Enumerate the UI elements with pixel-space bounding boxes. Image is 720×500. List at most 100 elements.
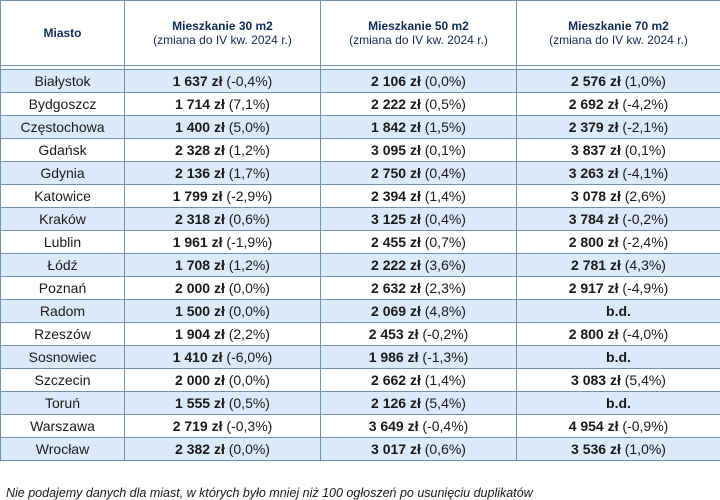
- price-cell-m70: 2 379 zł (-2,1%): [516, 115, 720, 139]
- price-change: (0,5%): [228, 395, 270, 411]
- price-change: (0,6%): [228, 211, 270, 227]
- price-change: (-4,1%): [622, 165, 669, 181]
- price-cell-m70: 3 536 zł (1,0%): [516, 437, 720, 461]
- price-amount: 4 954 zł: [568, 418, 619, 434]
- city-cell: Wrocław: [0, 437, 125, 461]
- price-amount: 1 714 zł: [175, 96, 225, 112]
- header-city: Miasto: [0, 0, 125, 66]
- price-amount: 2 222 zł: [371, 96, 421, 112]
- table-header: Miasto Mieszkanie 30 m2 (zmiana do IV kw…: [0, 0, 720, 66]
- price-change: (0,5%): [424, 96, 466, 112]
- price-cell-m70: 3 784 zł (-0,2%): [516, 207, 720, 231]
- price-change: (1,5%): [424, 119, 466, 135]
- price-cell-m30: 1 400 zł (5,0%): [124, 115, 321, 139]
- price-cell-m70: b.d.: [516, 391, 720, 415]
- price-change: (1,0%): [624, 73, 666, 89]
- price-cell-m50: 1 986 zł (-1,3%): [320, 345, 517, 369]
- price-change: (4,8%): [424, 303, 466, 319]
- price-cell-m50: 2 632 zł (2,3%): [320, 276, 517, 300]
- header-70m2-subtitle: (zmiana do IV kw. 2024 r.): [549, 32, 688, 47]
- price-amount: 3 784 zł: [568, 211, 619, 227]
- price-cell-m50: 3 095 zł (0,1%): [320, 138, 517, 162]
- price-change: (5,4%): [424, 395, 466, 411]
- price-change: (-0,4%): [226, 73, 273, 89]
- price-amount: 2 069 zł: [371, 303, 421, 319]
- price-change: (7,1%): [228, 96, 270, 112]
- price-cell-m30: 1 637 zł (-0,4%): [124, 69, 321, 93]
- price-cell-m70: 3 078 zł (2,6%): [516, 184, 720, 208]
- price-amount: 3 263 zł: [568, 165, 619, 181]
- table-row: Rzeszów 1 904 zł (2,2%) 2 453 zł (-0,2%) 2 …: [0, 322, 720, 346]
- price-change: (1,7%): [228, 165, 270, 181]
- table-row: Sosnowiec 1 410 zł (-6,0%) 1 986 zł (-1,3%…: [0, 345, 720, 369]
- price-change: (1,4%): [424, 188, 466, 204]
- city-cell: Radom: [0, 299, 125, 323]
- price-cell-m30: 2 719 zł (-0,3%): [124, 414, 321, 438]
- table-row: Katowice 1 799 zł (-2,9%) 2 394 zł (1,4%) 3…: [0, 184, 720, 208]
- price-change: (0,0%): [424, 73, 466, 89]
- table-body: Białystok 1 637 zł (-0,4%) 2 106 zł (0,0%)…: [0, 69, 720, 461]
- price-amount: 3 649 zł: [368, 418, 419, 434]
- price-amount: 1 400 zł: [175, 119, 225, 135]
- price-amount: 2 455 zł: [371, 234, 421, 250]
- rent-prices-table: Miasto Mieszkanie 30 m2 (zmiana do IV kw…: [0, 0, 720, 461]
- price-change: (-0,9%): [622, 418, 669, 434]
- header-50m2: Mieszkanie 50 m2 (zmiana do IV kw. 2024 …: [320, 0, 517, 66]
- table-row: Wrocław 2 382 zł (0,0%) 3 017 zł (0,6%) 3 5…: [0, 437, 720, 461]
- price-amount: 3 017 zł: [371, 441, 421, 457]
- price-amount: 1 961 zł: [172, 234, 223, 250]
- price-change: (-4,2%): [622, 96, 669, 112]
- city-cell: Sosnowiec: [0, 345, 125, 369]
- header-70m2-title: Mieszkanie 70 m2: [568, 18, 669, 33]
- price-cell-m30: 2 000 zł (0,0%): [124, 276, 321, 300]
- price-amount: 2 781 zł: [571, 257, 621, 273]
- price-amount: 2 576 zł: [571, 73, 621, 89]
- footnote: Nie podajemy danych dla miast, w których…: [6, 486, 533, 500]
- price-amount: 3 095 zł: [371, 142, 421, 158]
- price-cell-m30: 1 555 zł (0,5%): [124, 391, 321, 415]
- price-amount: 3 083 zł: [571, 372, 621, 388]
- price-amount: 2 394 zł: [371, 188, 421, 204]
- price-cell-m30: 2 136 zł (1,7%): [124, 161, 321, 185]
- price-change: (0,0%): [228, 303, 270, 319]
- price-change: (5,0%): [228, 119, 270, 135]
- price-change: (1,0%): [624, 441, 666, 457]
- price-change: (-2,9%): [226, 188, 273, 204]
- header-30m2: Mieszkanie 30 m2 (zmiana do IV kw. 2024 …: [124, 0, 321, 66]
- header-70m2: Mieszkanie 70 m2 (zmiana do IV kw. 2024 …: [516, 0, 720, 66]
- price-amount: 1 637 zł: [172, 73, 223, 89]
- price-cell-m70: 3 263 zł (-4,1%): [516, 161, 720, 185]
- price-cell-m50: 2 455 zł (0,7%): [320, 230, 517, 254]
- price-cell-m50: 2 106 zł (0,0%): [320, 69, 517, 93]
- price-cell-m50: 2 222 zł (0,5%): [320, 92, 517, 116]
- price-amount: 1 708 zł: [175, 257, 225, 273]
- price-cell-m50: 1 842 zł (1,5%): [320, 115, 517, 139]
- price-change: (2,6%): [624, 188, 666, 204]
- price-amount: 2 632 zł: [371, 280, 421, 296]
- price-change: (1,2%): [228, 257, 270, 273]
- price-change: (-0,4%): [422, 418, 469, 434]
- price-cell-m30: 2 000 zł (0,0%): [124, 368, 321, 392]
- price-amount: 2 800 zł: [568, 234, 619, 250]
- price-cell-m50: 2 662 zł (1,4%): [320, 368, 517, 392]
- price-amount: 3 125 zł: [371, 211, 421, 227]
- price-amount: 1 555 zł: [175, 395, 225, 411]
- table-row: Białystok 1 637 zł (-0,4%) 2 106 zł (0,0%)…: [0, 69, 720, 93]
- price-change: (-4,0%): [622, 326, 669, 342]
- price-cell-m30: 1 714 zł (7,1%): [124, 92, 321, 116]
- table-row: Radom 1 500 zł (0,0%) 2 069 zł (4,8%) b.d.: [0, 299, 720, 323]
- city-cell: Warszawa: [0, 414, 125, 438]
- table-row: Lublin 1 961 zł (-1,9%) 2 455 zł (0,7%) 2 8…: [0, 230, 720, 254]
- price-cell-m50: 2 750 zł (0,4%): [320, 161, 517, 185]
- city-cell: Łódź: [0, 253, 125, 277]
- price-cell-m70: 2 692 zł (-4,2%): [516, 92, 720, 116]
- price-amount: 2 917 zł: [568, 280, 619, 296]
- price-amount: b.d.: [606, 395, 631, 411]
- price-cell-m30: 2 328 zł (1,2%): [124, 138, 321, 162]
- price-cell-m30: 1 961 zł (-1,9%): [124, 230, 321, 254]
- price-amount: 2 662 zł: [371, 372, 421, 388]
- table-row: Gdańsk 2 328 zł (1,2%) 3 095 zł (0,1%) 3 83…: [0, 138, 720, 162]
- price-change: (0,4%): [424, 165, 466, 181]
- price-amount: 2 750 zł: [371, 165, 421, 181]
